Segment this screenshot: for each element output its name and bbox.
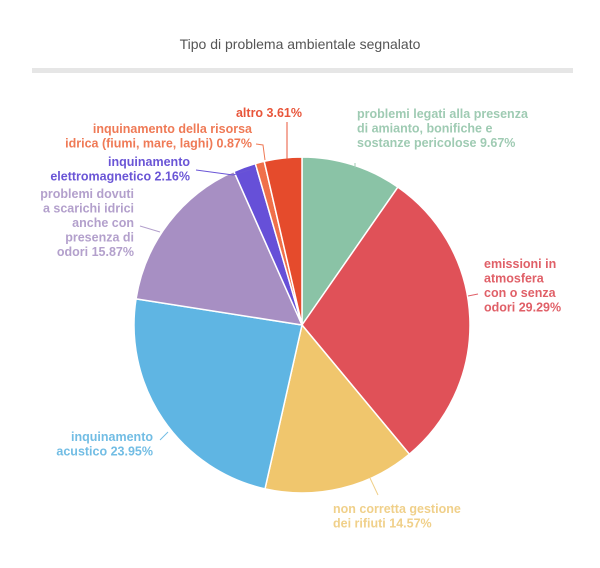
pie-slice[interactable] [133,297,303,490]
pie-slice[interactable] [301,186,471,456]
pie-slice[interactable] [264,323,411,494]
leader-line [195,167,257,176]
leader-line [159,431,169,441]
pie-slice[interactable] [135,170,304,326]
slice-label: problemi dovuti a scarichi idrici anche co… [40,187,134,259]
chart-title: Tipo di problema ambientale segnalato [179,36,421,52]
leader-line [467,293,479,297]
slice-label: non corretta gestione dei rifiuti 14.57% [333,502,461,531]
leader-line [139,225,161,233]
slice-label: inquinamento acustico 23.95% [56,430,153,459]
slice-label: inquinamento elettromagnetico 2.16% [50,155,190,184]
slice-label: inquinamento della risorsa idrica (fiumi,… [65,122,253,151]
pie-slice[interactable] [263,156,303,326]
slice-label: emissioni in atmosfera con o senza odori 29… [484,257,561,315]
leader-line [255,143,266,161]
pie-slice[interactable] [301,156,399,328]
slice-label: problemi legati alla presenza di amianto,… [357,107,529,150]
leader-line [369,477,379,496]
slice-label: altro 3.61% [236,106,302,120]
title-divider [32,68,573,73]
